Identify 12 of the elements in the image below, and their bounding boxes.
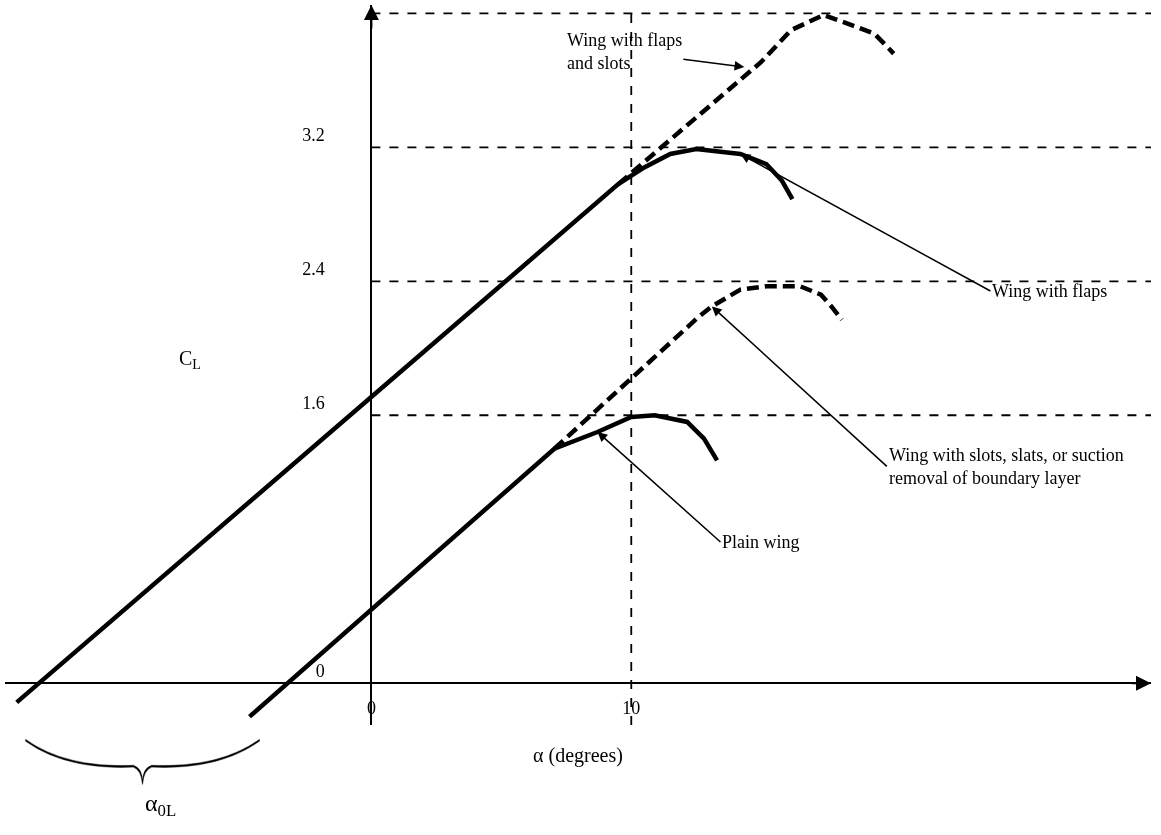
annotation: Wing with slots, slats, or suction removal of boundary layer <box>889 445 1124 489</box>
annotation: Wing with flaps <box>992 281 1108 301</box>
x-axis-title: α (degrees) <box>533 743 623 767</box>
annotation: Wing with flaps and slots <box>567 30 683 74</box>
y-tick-label: 2.4 <box>302 258 325 279</box>
annotation: Plain wing <box>722 532 800 552</box>
text: α$_{0L}$ <box>145 790 177 821</box>
y-tick-label: 0 <box>315 660 325 681</box>
y-axis-title: C$_{L}$ <box>179 347 201 373</box>
y-tick-label: 1.6 <box>302 392 325 413</box>
y-tick-label: 3.2 <box>302 125 325 146</box>
x-tick-label: 10 <box>622 697 641 718</box>
